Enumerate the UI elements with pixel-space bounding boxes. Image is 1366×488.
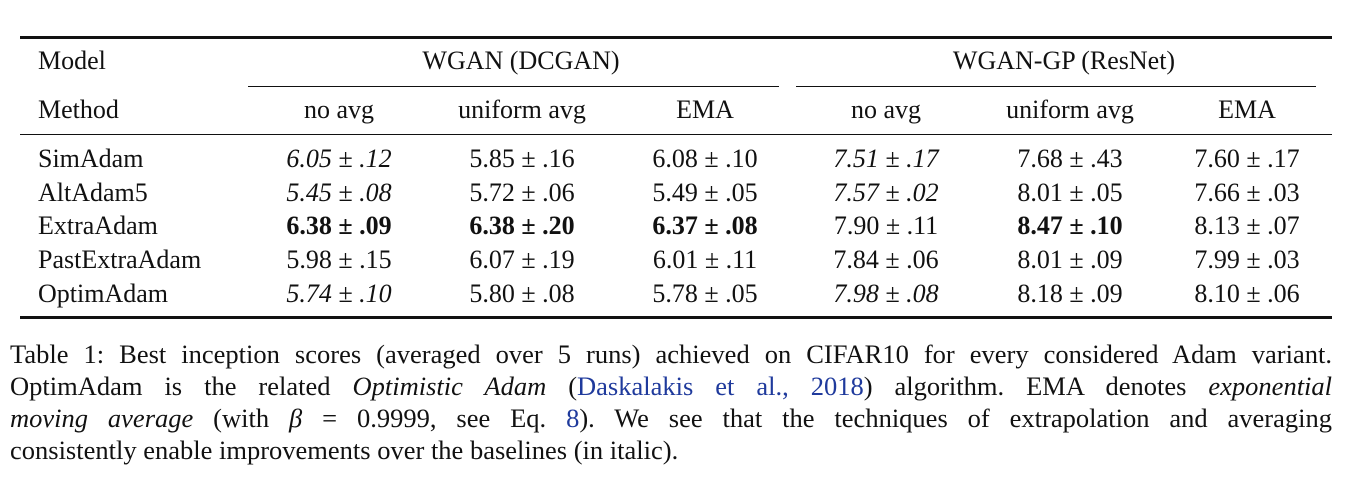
method-header: EMA [676,95,734,124]
citation-link[interactable]: Daskalakis et al., [577,371,789,401]
table-cell: 6.08 ± .10 [652,144,758,173]
method-header: uniform avg [1006,95,1134,124]
table-top-rule [20,36,1332,39]
row-model-label: PastExtraAdam [38,245,202,274]
header-method: Method [38,95,119,124]
table-cell: 7.68 ± .43 [1017,144,1123,173]
table-cell: 8.10 ± .06 [1194,279,1300,308]
equation-ref-link[interactable]: 8 [566,403,580,433]
table-cell: 5.74 ± .10 [286,279,392,308]
header-model: Model [38,46,106,75]
table-cell: 7.99 ± .03 [1194,245,1300,274]
caption-line: consistently enable improvements over th… [10,434,1332,466]
table-cell: 7.90 ± .11 [833,211,939,240]
citation-year-link[interactable]: 2018 [810,371,864,401]
group-header-wgan: WGAN (DCGAN) [422,46,620,75]
table-cell: 7.57 ± .02 [833,178,939,207]
table-cell: 8.47 ± .10 [1017,211,1123,240]
caption-text: = 0.9999, see Eq. [322,403,547,433]
table-cell: 8.01 ± .05 [1017,178,1123,207]
beta-symbol: β [289,403,303,433]
table-caption: Table 1: Best inception scores (averaged… [10,338,1332,466]
table-cell: 8.18 ± .09 [1017,279,1123,308]
table-cell: 5.85 ± .16 [469,144,575,173]
table-cell: 6.38 ± .20 [469,211,575,240]
table-cell: 8.13 ± .07 [1194,211,1300,240]
group-underline-wgan-gp [796,86,1316,88]
table-cell: 5.98 ± .15 [286,245,392,274]
header-bottom-rule [20,134,1332,136]
row-model-label: ExtraAdam [38,211,158,240]
row-model-label: AltAdam5 [38,178,148,207]
table-bottom-rule [20,316,1332,319]
table-cell: 5.49 ± .05 [652,178,758,207]
table-cell: 6.07 ± .19 [469,245,575,274]
table-cell: 7.66 ± .03 [1194,178,1300,207]
caption-line: moving average (with β = 0.9999, see Eq.… [10,402,1332,434]
caption-text: consistently enable improvements over th… [10,435,679,465]
caption-line: Table 1: Best inception scores (averaged… [10,338,1332,370]
row-model-label: OptimAdam [38,279,168,308]
caption-text: ). We see that the techniques of extrapo… [579,403,1332,433]
method-header: uniform avg [458,95,586,124]
table-cell: 6.37 ± .08 [652,211,758,240]
table-cell: 7.51 ± .17 [833,144,939,173]
caption-emphasis: exponential [1208,371,1333,401]
caption-text: ( [568,371,578,401]
table-cell: 5.80 ± .08 [469,279,575,308]
method-header: EMA [1218,95,1276,124]
table-cell: 7.98 ± .08 [833,279,939,308]
caption-text: ) algorithm. EMA denotes [863,371,1187,401]
table-cell: 7.84 ± .06 [833,245,939,274]
caption-line: OptimAdam is the related Optimistic Adam… [10,370,1332,402]
table-cell: 6.01 ± .11 [652,245,758,274]
table-cell: 5.72 ± .06 [469,178,575,207]
table-cell: 8.01 ± .09 [1017,245,1123,274]
caption-emphasis: Optimistic Adam [352,371,547,401]
method-header: no avg [303,95,375,124]
caption-text: Best inception scores (averaged over 5 r… [119,339,1332,369]
caption-text: OptimAdam is the related [10,371,331,401]
table-cell: 7.60 ± .17 [1194,144,1300,173]
table-cell: 5.78 ± .05 [652,279,758,308]
caption-emphasis: moving average [10,403,194,433]
table-cell: 6.05 ± .12 [286,144,392,173]
table-cell: 5.45 ± .08 [286,178,392,207]
table-cell: 6.38 ± .09 [286,211,392,240]
group-header-wgan-gp: WGAN-GP (ResNet) [952,46,1176,75]
group-underline-wgan [248,86,779,88]
method-header: no avg [850,95,922,124]
caption-text: (with [213,403,270,433]
row-model-label: SimAdam [38,144,144,173]
caption-label: Table 1: [10,339,105,369]
